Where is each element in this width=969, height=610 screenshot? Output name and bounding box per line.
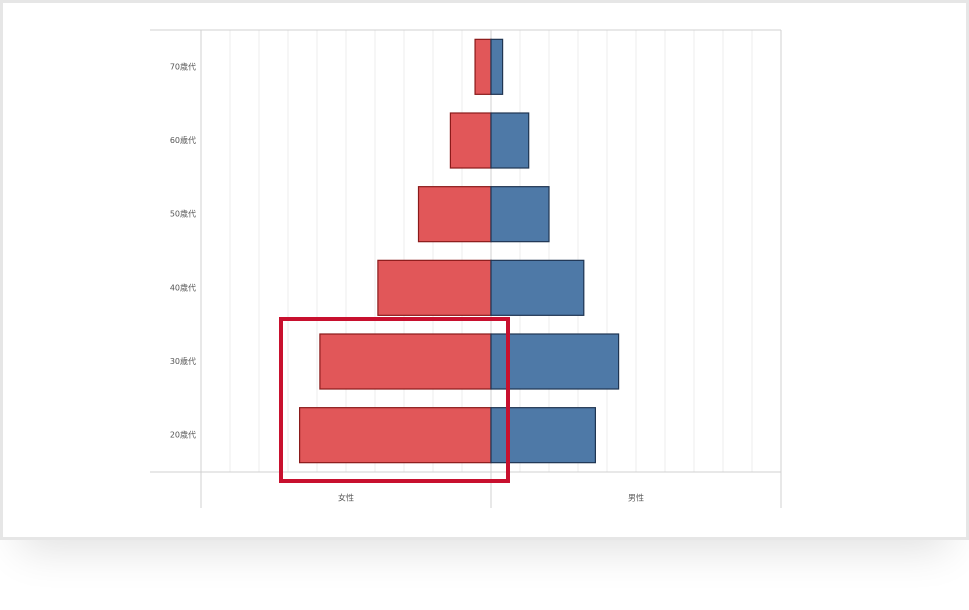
bar — [449, 112, 492, 169]
y-tick-label: 60歳代 — [170, 135, 196, 145]
bar — [299, 407, 492, 464]
highlight-box — [279, 317, 510, 483]
legend-label: 女性 — [338, 493, 354, 503]
y-tick-label: 30歳代 — [170, 356, 196, 366]
bar — [490, 333, 620, 390]
y-tick-label: 70歳代 — [170, 61, 196, 71]
bar — [490, 112, 530, 169]
y-tick-label: 50歳代 — [170, 209, 196, 219]
bar — [490, 38, 504, 95]
y-tick-label: 40歳代 — [170, 282, 196, 292]
bar — [377, 259, 492, 316]
y-tick-label: 20歳代 — [170, 430, 196, 440]
bar — [490, 186, 550, 243]
bar — [490, 259, 585, 316]
bar — [417, 186, 492, 243]
legend-label: 男性 — [628, 493, 644, 503]
bar — [319, 333, 492, 390]
bar — [474, 38, 492, 95]
